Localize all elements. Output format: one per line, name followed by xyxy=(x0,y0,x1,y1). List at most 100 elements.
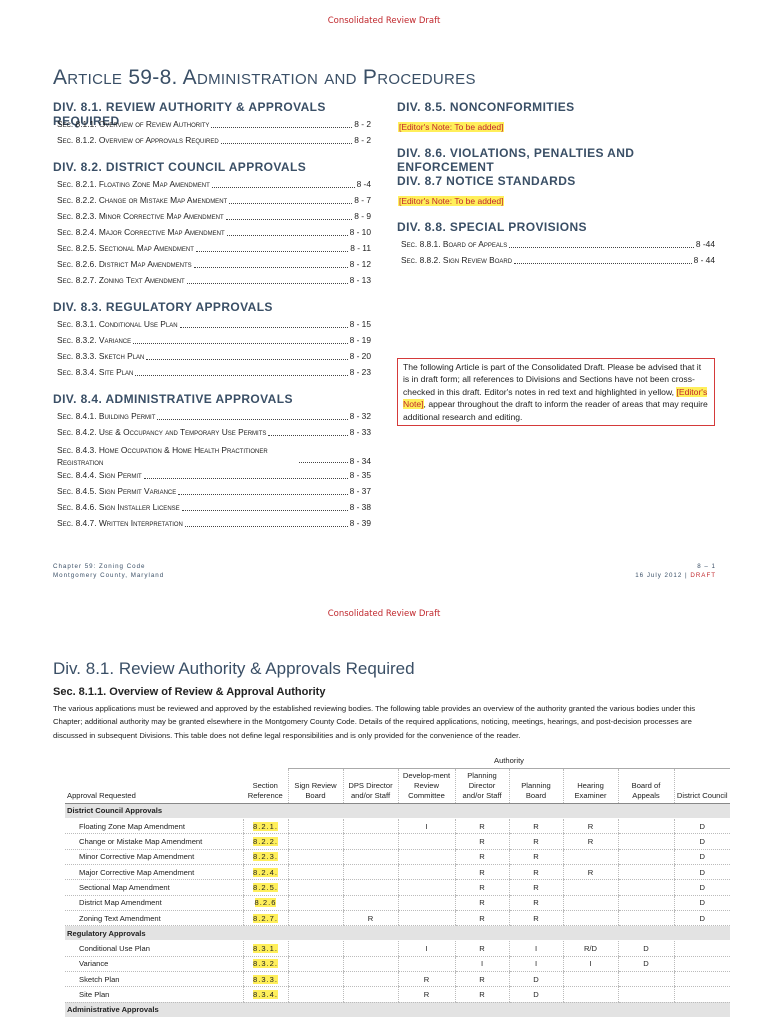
dot-leader xyxy=(135,365,348,376)
row-name: Sketch Plan xyxy=(65,971,243,988)
toc-entry: Sec. 8.4.1. Building Permit 8 - 32 xyxy=(53,409,371,425)
authority-cell xyxy=(562,849,618,865)
authority-cell: D xyxy=(617,940,674,957)
authority-cell xyxy=(287,864,343,881)
authority-cell: I xyxy=(562,956,618,973)
authority-cell: R xyxy=(508,879,563,896)
ref-cell: 8.2.1. xyxy=(242,818,288,835)
dot-leader xyxy=(225,209,353,220)
authority-cell: R/D xyxy=(562,940,618,957)
authority-cell xyxy=(397,895,455,911)
section-ref: 8.2.3. xyxy=(253,852,278,862)
note-wrap: [Editor's Note: To be added] xyxy=(397,117,715,135)
authority-cell xyxy=(342,818,398,835)
authority-cell xyxy=(397,956,455,973)
toc-entry: Sec. 8.4.4. Sign Permit 8 - 35 xyxy=(53,468,371,484)
authority-cell xyxy=(342,879,398,896)
editor-note: [Editor's Note: To be added] xyxy=(398,122,505,132)
blank xyxy=(65,752,288,768)
authority-cell: R xyxy=(342,910,398,927)
dot-leader xyxy=(179,317,348,328)
entry-label: Sec. 8.4.6. Sign Installer License xyxy=(57,502,180,512)
authority-cell xyxy=(562,879,618,896)
entry-label: Sec. 8.4.5. Sign Permit Variance xyxy=(57,486,177,496)
entry-page: 8 - 32 xyxy=(349,411,371,421)
authority-cell: R xyxy=(454,986,509,1003)
toc-entry: Sec. 8.3.4. Site Plan 8 - 23 xyxy=(53,365,371,381)
entry-page: 8 - 20 xyxy=(349,351,371,361)
authority-cell xyxy=(287,910,343,927)
dot-leader xyxy=(181,500,348,511)
column-header: Develop-ment Review Committee xyxy=(397,768,455,804)
entry-page: 8 - 39 xyxy=(349,518,371,528)
entry-page: 8 - 12 xyxy=(349,259,371,269)
dot-leader xyxy=(195,241,349,252)
authority-cell xyxy=(342,849,398,865)
toc-entry: Sec. 8.3.2. Variance 8 - 19 xyxy=(53,333,371,349)
section-ref: 8.3.4. xyxy=(253,990,278,999)
authority-cell: R xyxy=(562,864,618,881)
division-heading: DIV. 8.4. ADMINISTRATIVE APPROVALS xyxy=(53,392,293,406)
toc-entry: Sec. 8.8.1. Board of Appeals 8 -44 xyxy=(397,237,715,253)
dot-leader xyxy=(299,462,348,463)
toc-entry: Sec. 8.2.4. Major Corrective Map Amendme… xyxy=(53,225,371,241)
table-row: Floating Zone Map Amendment 8.2.1. I R R R D xyxy=(65,818,730,835)
toc-entry: Sec. 8.4.7. Written Interpretation 8 - 39 xyxy=(53,516,371,532)
group-row: Regulatory Approvals xyxy=(65,925,730,942)
authority-cell xyxy=(342,971,398,988)
toc-entry: Sec. 8.3.3. Sketch Plan 8 - 20 xyxy=(53,349,371,365)
dot-leader xyxy=(220,133,353,144)
entry-label: Sec. 8.2.6. District Map Amendments xyxy=(57,259,192,269)
toc-entry: Sec. 8.1.1. Overview of Review Authority… xyxy=(53,117,371,133)
authority-cell xyxy=(673,971,730,988)
authority-cell: R xyxy=(562,818,618,835)
row-name: Zoning Text Amendment xyxy=(65,910,243,927)
entry-label: Sec. 8.3.2. Variance xyxy=(57,335,132,345)
authority-cell xyxy=(342,895,398,911)
section-ref: 8.2.5. xyxy=(253,882,278,892)
authority-cell: I xyxy=(454,956,509,973)
authority-cell: D xyxy=(673,818,730,835)
toc-entry: Sec. 8.2.1. Floating Zone Map Amendment 8… xyxy=(53,177,371,193)
ref-cell: 8.3.3. xyxy=(242,971,288,988)
dot-leader xyxy=(514,253,692,264)
notice-text: The following Article is part of the Con… xyxy=(403,362,702,397)
authority-cell xyxy=(673,940,730,957)
authority-cell xyxy=(287,956,343,973)
ref-cell: 8.3.4. xyxy=(242,986,288,1003)
running-header: Consolidated Review Draft xyxy=(327,609,441,619)
entry-label: Sec. 8.1.2. Overview of Approvals Requir… xyxy=(57,135,219,145)
entry-page: 8 - 2 xyxy=(354,119,371,129)
entry-page: 8 - 2 xyxy=(354,135,371,145)
authority-cell xyxy=(397,879,455,896)
entry-page: 8 - 9 xyxy=(354,211,371,221)
authority-cell: I xyxy=(397,940,455,957)
authority-table: Authority Approval Requested Section Refer… xyxy=(65,752,730,1018)
entry-page: 8 - 13 xyxy=(349,275,371,285)
authority-cell xyxy=(617,818,674,835)
section-ref: 8.2.6 xyxy=(254,898,277,908)
footer-date: 16 July 2012 | xyxy=(635,572,688,579)
footer-text: Chapter 59: Zoning Code xyxy=(53,563,146,570)
table-row: District Map Amendment 8.2.6 R R D xyxy=(65,895,730,911)
dot-leader xyxy=(226,225,348,236)
authority-cell xyxy=(617,879,674,896)
entry-page: 8 -44 xyxy=(695,239,715,249)
authority-cell xyxy=(617,971,674,988)
section-ref: 8.2.4. xyxy=(253,867,278,877)
toc-entry: Sec. 8.2.7. Zoning Text Amendment 8 - 13 xyxy=(53,273,371,289)
authority-cell xyxy=(397,864,455,881)
authority-cell: D xyxy=(673,833,730,850)
authority-cell xyxy=(342,864,398,881)
toc-entry: Sec. 8.2.5. Sectional Map Amendment 8 - 1… xyxy=(53,241,371,257)
authority-cell xyxy=(342,940,398,957)
dot-leader xyxy=(211,117,353,128)
column-header: DPS Director and/or Staff xyxy=(342,768,398,804)
authority-cell: R xyxy=(562,833,618,850)
authority-cell: R xyxy=(508,910,563,927)
entry-page: 8 - 11 xyxy=(350,243,371,253)
authority-cell xyxy=(287,940,343,957)
entry-page: 8 - 37 xyxy=(349,486,371,496)
section-ref: 8.3.2. xyxy=(253,959,278,969)
row-name: Change or Mistake Map Amendment xyxy=(65,833,243,850)
